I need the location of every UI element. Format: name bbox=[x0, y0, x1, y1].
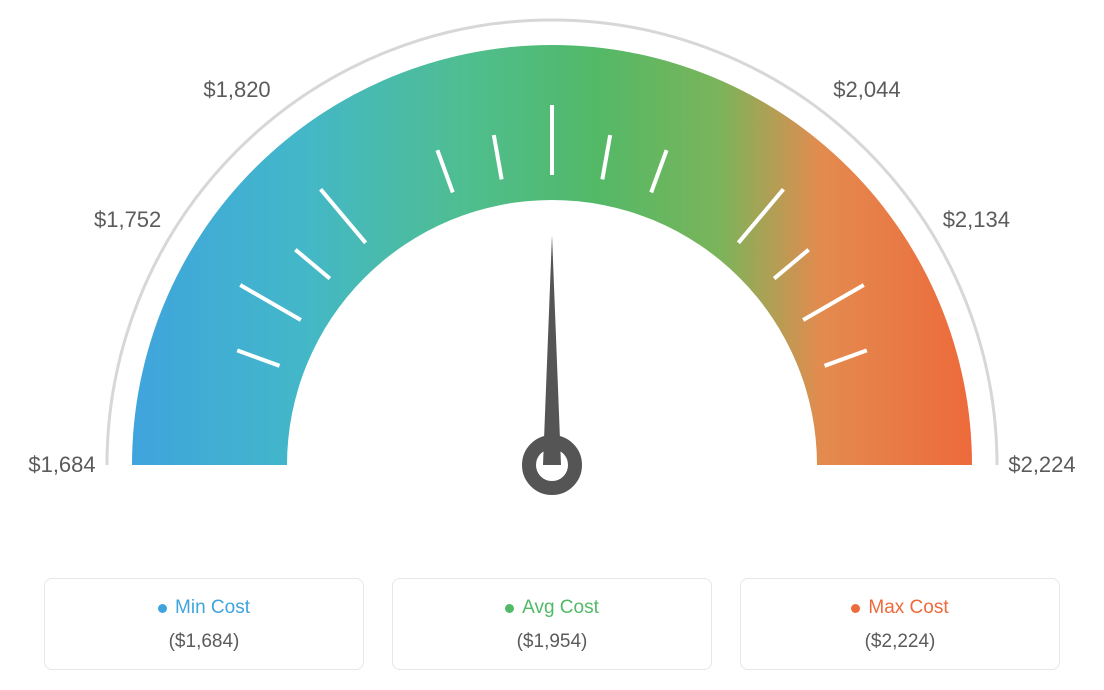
legend-dot-avg bbox=[505, 604, 514, 613]
tick-label: $2,134 bbox=[943, 207, 1010, 233]
legend-title-avg: Avg Cost bbox=[403, 597, 701, 619]
tick-label: $1,684 bbox=[28, 452, 95, 478]
legend-value-max: ($2,224) bbox=[751, 631, 1049, 653]
legend-card-avg: Avg Cost ($1,954) bbox=[392, 578, 712, 670]
gauge-chart-container: $1,684$1,752$1,820$1,954$2,044$2,134$2,2… bbox=[0, 0, 1104, 690]
gauge-area: $1,684$1,752$1,820$1,954$2,044$2,134$2,2… bbox=[0, 0, 1104, 540]
legend-value-min: ($1,684) bbox=[55, 631, 353, 653]
tick-label: $2,044 bbox=[833, 77, 900, 103]
legend-title-max-text: Max Cost bbox=[868, 597, 948, 619]
legend-value-avg: ($1,954) bbox=[403, 631, 701, 653]
legend-title-avg-text: Avg Cost bbox=[522, 597, 599, 619]
legend-card-min: Min Cost ($1,684) bbox=[44, 578, 364, 670]
legend-dot-max bbox=[851, 604, 860, 613]
tick-label: $2,224 bbox=[1008, 452, 1075, 478]
legend-row: Min Cost ($1,684) Avg Cost ($1,954) Max … bbox=[0, 578, 1104, 670]
legend-card-max: Max Cost ($2,224) bbox=[740, 578, 1060, 670]
tick-label: $1,752 bbox=[94, 207, 161, 233]
legend-title-max: Max Cost bbox=[751, 597, 1049, 619]
legend-title-min-text: Min Cost bbox=[175, 597, 250, 619]
legend-title-min: Min Cost bbox=[55, 597, 353, 619]
legend-dot-min bbox=[158, 604, 167, 613]
gauge-svg bbox=[0, 0, 1104, 550]
tick-label: $1,820 bbox=[203, 77, 270, 103]
